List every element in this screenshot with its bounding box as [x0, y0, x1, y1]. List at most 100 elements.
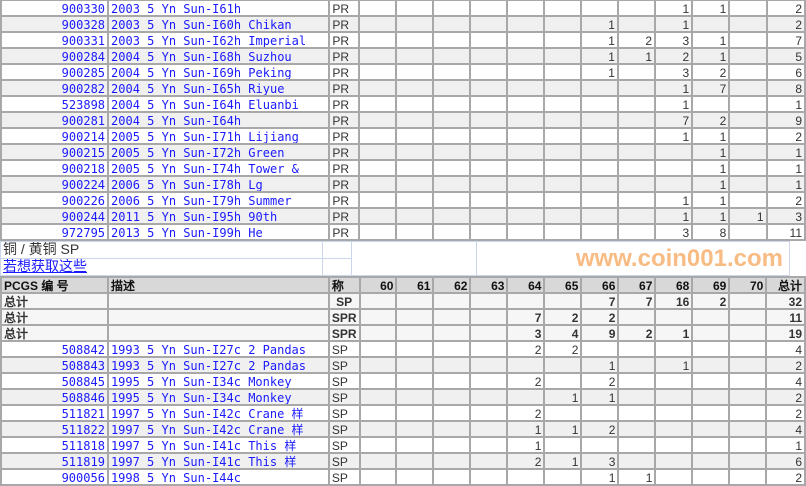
description-link[interactable]: 1995 5 Yn Sun-I34c Monkey — [106, 372, 330, 390]
population-table-pr: 900330 2003 5 Yn Sun-I61h PR 1 1 2 900328 2003 … — [0, 0, 806, 241]
description-link[interactable]: 2003 5 Yn Sun-I62h Imperial — [107, 31, 331, 49]
designation: PR — [328, 127, 361, 145]
pcgs-number-link[interactable]: 900226 — [0, 191, 110, 209]
grade-count: 1 — [691, 0, 731, 17]
row-total: 19 — [765, 324, 806, 342]
description-link[interactable]: 1993 5 Yn Sun-I27c 2 Pandas — [106, 356, 330, 374]
grade-count: 1 — [579, 63, 619, 81]
designation: PR — [328, 159, 361, 177]
description-link[interactable]: 1998 5 Yn Sun-I44c — [106, 468, 330, 486]
grade-count: 1 — [691, 143, 731, 161]
pcgs-number-link[interactable]: 508845 — [0, 372, 109, 390]
pcgs-number-link[interactable]: 900218 — [0, 159, 110, 177]
grade-count — [358, 31, 398, 49]
pcgs-number-link[interactable]: 508842 — [0, 340, 109, 358]
grade-count: 2 — [506, 372, 546, 390]
description-link[interactable]: 1993 5 Yn Sun-I27c 2 Pandas — [106, 340, 330, 358]
header-grade[interactable]: 68 — [654, 276, 694, 294]
pcgs-number-link[interactable]: 900281 — [0, 111, 110, 129]
description-link[interactable]: 2004 5 Yn Sun-I69h Peking — [107, 63, 331, 81]
grade-count: 3 — [654, 63, 694, 81]
description-link[interactable]: 1997 5 Yn Sun-I42c Crane 样 — [106, 404, 330, 422]
grade-count — [469, 292, 509, 310]
description-link[interactable]: 2004 5 Yn Sun-I64h — [107, 111, 331, 129]
row-total: 6 — [765, 63, 806, 81]
pcgs-number-link[interactable]: 511819 — [0, 452, 109, 470]
pcgs-number-link[interactable]: 900331 — [0, 31, 110, 49]
description-link[interactable]: 2005 5 Yn Sun-I72h Green — [107, 143, 331, 161]
header-grade[interactable]: 66 — [580, 276, 620, 294]
description-link[interactable]: 2006 5 Yn Sun-I78h Lg — [107, 175, 331, 193]
pcgs-number-link[interactable]: 511818 — [0, 436, 109, 454]
pcgs-number-link[interactable]: 900244 — [0, 207, 110, 225]
description-link[interactable]: 2004 5 Yn Sun-I64h Eluanbi — [107, 95, 331, 113]
grade-count — [395, 372, 435, 390]
description-link[interactable]: 2004 5 Yn Sun-I65h Riyue — [107, 79, 331, 97]
grade-count — [505, 31, 545, 49]
grade-count — [505, 175, 545, 193]
grade-count — [691, 15, 731, 33]
description-link[interactable]: 2011 5 Yn Sun-I95h 90th — [107, 207, 331, 225]
description-link[interactable]: 2006 5 Yn Sun-I79h Summer — [107, 191, 331, 209]
pcgs-number-link[interactable]: 900224 — [0, 175, 110, 193]
header-grade[interactable]: 61 — [395, 276, 435, 294]
pcgs-number-link[interactable]: 511821 — [0, 404, 109, 422]
description-link[interactable]: 1997 5 Yn Sun-I41c This 样 — [106, 452, 330, 470]
designation: PR — [328, 95, 361, 113]
grade-count — [542, 31, 582, 49]
header-description: 描述 — [106, 276, 330, 294]
header-grade[interactable]: 64 — [506, 276, 546, 294]
description-link[interactable]: 2005 5 Yn Sun-I71h Lijiang — [107, 127, 331, 145]
grade-count — [616, 223, 657, 241]
pcgs-number-link[interactable]: 900056 — [0, 468, 109, 486]
header-grade[interactable]: 67 — [617, 276, 657, 294]
pcgs-number-link[interactable]: 508843 — [0, 356, 109, 374]
pcgs-number-link[interactable]: 900214 — [0, 127, 110, 145]
totals-row: 总计 SPR 7 2 2 11 — [0, 308, 806, 326]
grade-count — [358, 308, 398, 326]
pcgs-number-link[interactable]: 972795 — [0, 223, 110, 241]
grade-count: 1 — [579, 31, 619, 49]
header-grade[interactable]: 62 — [432, 276, 472, 294]
description-link[interactable]: 2013 5 Yn Sun-I99h He — [107, 223, 331, 241]
description-link[interactable]: 2003 5 Yn Sun-I60h Chikan — [107, 15, 331, 33]
grade-count — [358, 143, 398, 161]
header-grade[interactable]: 63 — [469, 276, 509, 294]
grade-count — [616, 63, 657, 81]
header-grade[interactable]: 69 — [691, 276, 731, 294]
row-total: 7 — [765, 31, 806, 49]
description-link[interactable]: 2004 5 Yn Sun-I68h Suzhou — [107, 47, 331, 65]
description-link[interactable]: 1997 5 Yn Sun-I41c This 样 — [106, 436, 330, 454]
table-row: 900328 2003 5 Yn Sun-I60h Chikan PR 1 1 2 — [0, 15, 806, 33]
grade-count — [654, 436, 694, 454]
grade-count — [617, 420, 657, 438]
grade-count — [616, 175, 657, 193]
description-link[interactable]: 1997 5 Yn Sun-I42c Crane 样 — [106, 420, 330, 438]
grade-count — [395, 324, 435, 342]
grade-count — [468, 79, 508, 97]
pcgs-number-link[interactable]: 900330 — [0, 0, 110, 17]
pcgs-number-link[interactable]: 523898 — [0, 95, 110, 113]
description-link[interactable]: 2003 5 Yn Sun-I61h — [107, 0, 331, 17]
header-grade[interactable]: 65 — [543, 276, 583, 294]
description-link[interactable]: 1995 5 Yn Sun-I34c Monkey — [106, 388, 330, 406]
pcgs-number-link[interactable]: 900282 — [0, 79, 110, 97]
get-info-link[interactable]: 若想获取这些 — [3, 258, 87, 274]
pcgs-number-link[interactable]: 508846 — [0, 388, 109, 406]
grade-count — [728, 388, 768, 406]
grade-count — [579, 127, 619, 145]
grade-count — [616, 143, 657, 161]
pcgs-number-link[interactable]: 900284 — [0, 47, 110, 65]
grade-count — [691, 356, 731, 374]
pcgs-number-link[interactable]: 900328 — [0, 15, 110, 33]
pcgs-number-link[interactable]: 900285 — [0, 63, 110, 81]
grade-count — [431, 31, 471, 49]
grade-count — [395, 0, 434, 17]
pcgs-number-link[interactable]: 900215 — [0, 143, 110, 161]
header-grade[interactable]: 60 — [358, 276, 398, 294]
description-link[interactable]: 2005 5 Yn Sun-I74h Tower & — [107, 159, 331, 177]
pcgs-number-link[interactable]: 511822 — [0, 420, 109, 438]
row-total: 1 — [765, 436, 806, 454]
grade-count — [617, 372, 657, 390]
header-grade[interactable]: 70 — [728, 276, 768, 294]
